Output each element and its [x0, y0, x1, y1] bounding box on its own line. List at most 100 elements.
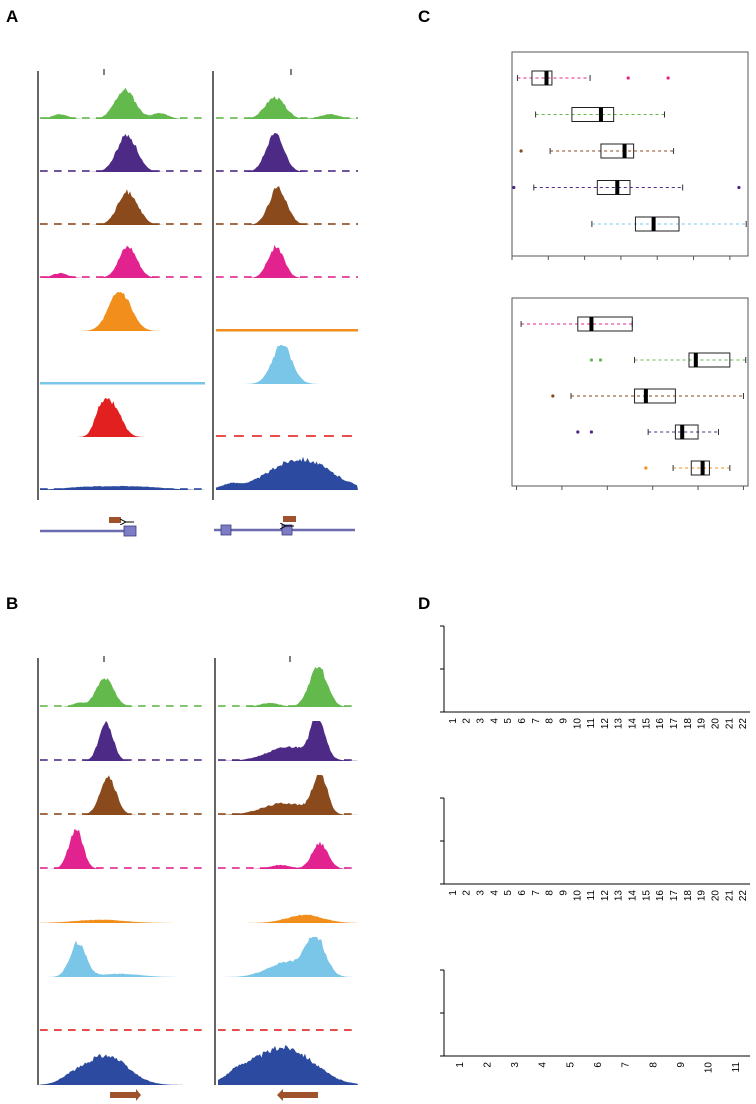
position-label: 9: [559, 718, 570, 724]
iqr-box: [600, 143, 635, 159]
signal-peak: [216, 96, 358, 119]
position-label: 11: [586, 890, 597, 901]
signal-peak: [218, 667, 358, 707]
position-label: 22: [738, 718, 749, 730]
position-label: 3: [476, 718, 487, 724]
signal-peak: [40, 1053, 205, 1085]
iqr-box: [634, 216, 680, 232]
position-label: 18: [683, 718, 694, 730]
signal-peak: [216, 186, 358, 225]
position-label: 22: [738, 890, 749, 902]
signal-peak: [216, 456, 358, 490]
signal-peak: [40, 292, 205, 331]
position-label: 16: [655, 718, 666, 730]
position-label: 10: [704, 1062, 715, 1074]
gene-model-clasp1-exon: [220, 524, 232, 536]
signal-peak: [218, 1045, 358, 1085]
position-label: 5: [503, 890, 514, 896]
position-label: 19: [697, 718, 708, 730]
signal-peak: [40, 940, 205, 977]
position-label: 10: [572, 890, 583, 902]
position-label: 3: [510, 1062, 521, 1068]
position-label: 2: [483, 1062, 494, 1068]
position-label: 18: [683, 890, 694, 902]
outlier-point: [666, 76, 670, 80]
position-label: 17: [669, 718, 680, 730]
signal-peak: [216, 345, 358, 384]
position-label: 15: [641, 718, 652, 730]
position-label: 5: [565, 1062, 576, 1068]
panel-label-b: B: [6, 594, 18, 613]
signal-peak: [218, 841, 358, 869]
signal-peak: [218, 937, 358, 977]
signal-peak: [216, 244, 358, 278]
position-label: 21: [724, 890, 735, 902]
gene-model-clasp1-exon: [281, 524, 293, 536]
position-label: 1: [448, 718, 459, 724]
outlier-point: [626, 76, 630, 80]
position-label: 19: [697, 890, 708, 902]
outlier-point: [551, 394, 555, 398]
signal-peak: [218, 721, 358, 761]
signal-peak: [216, 133, 358, 172]
position-label: 6: [593, 1062, 604, 1068]
position-label: 12: [600, 718, 611, 730]
position-label: 9: [676, 1062, 687, 1068]
outlier-point: [598, 358, 603, 362]
position-label: 6: [517, 718, 528, 724]
position-label: 8: [545, 718, 556, 724]
median-bar: [700, 461, 705, 475]
position-label: 11: [586, 718, 597, 729]
iqr-box: [531, 70, 553, 86]
gene-model-trnau1: [109, 517, 121, 523]
median-bar: [622, 144, 627, 158]
position-label: 17: [669, 890, 680, 902]
signal-baseline: [40, 382, 205, 385]
position-label: 4: [538, 1062, 549, 1068]
position-label: 8: [648, 1062, 659, 1068]
panel-label-d: D: [418, 594, 430, 613]
iqr-box: [688, 352, 731, 368]
outlier-point: [737, 185, 741, 190]
median-bar: [680, 425, 685, 439]
signal-peak: [40, 245, 205, 278]
median-bar: [651, 217, 656, 231]
outlier-point: [519, 149, 523, 153]
position-label: 16: [655, 890, 666, 902]
position-label: 8: [545, 890, 556, 896]
iqr-box: [690, 460, 710, 476]
median-bar: [693, 353, 698, 367]
position-label: 11: [731, 1062, 742, 1073]
position-label: 7: [621, 1062, 632, 1068]
signal-baseline: [216, 329, 358, 332]
position-label: 9: [559, 890, 570, 896]
position-label: 7: [531, 718, 542, 724]
panel-c-pol2-boxplot: [511, 51, 749, 260]
plot-frame: [511, 51, 749, 257]
position-label: 15: [641, 890, 652, 902]
gene-arrow-unknown5: [110, 1089, 141, 1101]
iqr-box: [596, 180, 631, 195]
position-label: 5: [503, 718, 514, 724]
signal-peak: [40, 134, 205, 172]
position-label: 20: [711, 890, 722, 902]
panel-label-c: C: [418, 7, 430, 26]
signal-peak: [40, 829, 205, 869]
signal-peak: [40, 775, 205, 815]
signal-peak: [218, 775, 358, 815]
position-label: 20: [711, 718, 722, 730]
median-bar: [589, 317, 594, 331]
signal-peak: [40, 398, 205, 437]
position-label: 3: [476, 890, 487, 896]
position-label: 1: [455, 1062, 466, 1068]
position-label: 14: [628, 718, 639, 730]
panel-label-a: A: [6, 7, 18, 26]
median-bar: [643, 389, 648, 403]
signal-peak: [218, 914, 358, 923]
iqr-box: [577, 316, 633, 332]
position-label: 21: [724, 718, 735, 730]
outlier-point: [576, 430, 580, 434]
plot-frame: [511, 297, 749, 487]
outlier-point: [644, 466, 648, 470]
